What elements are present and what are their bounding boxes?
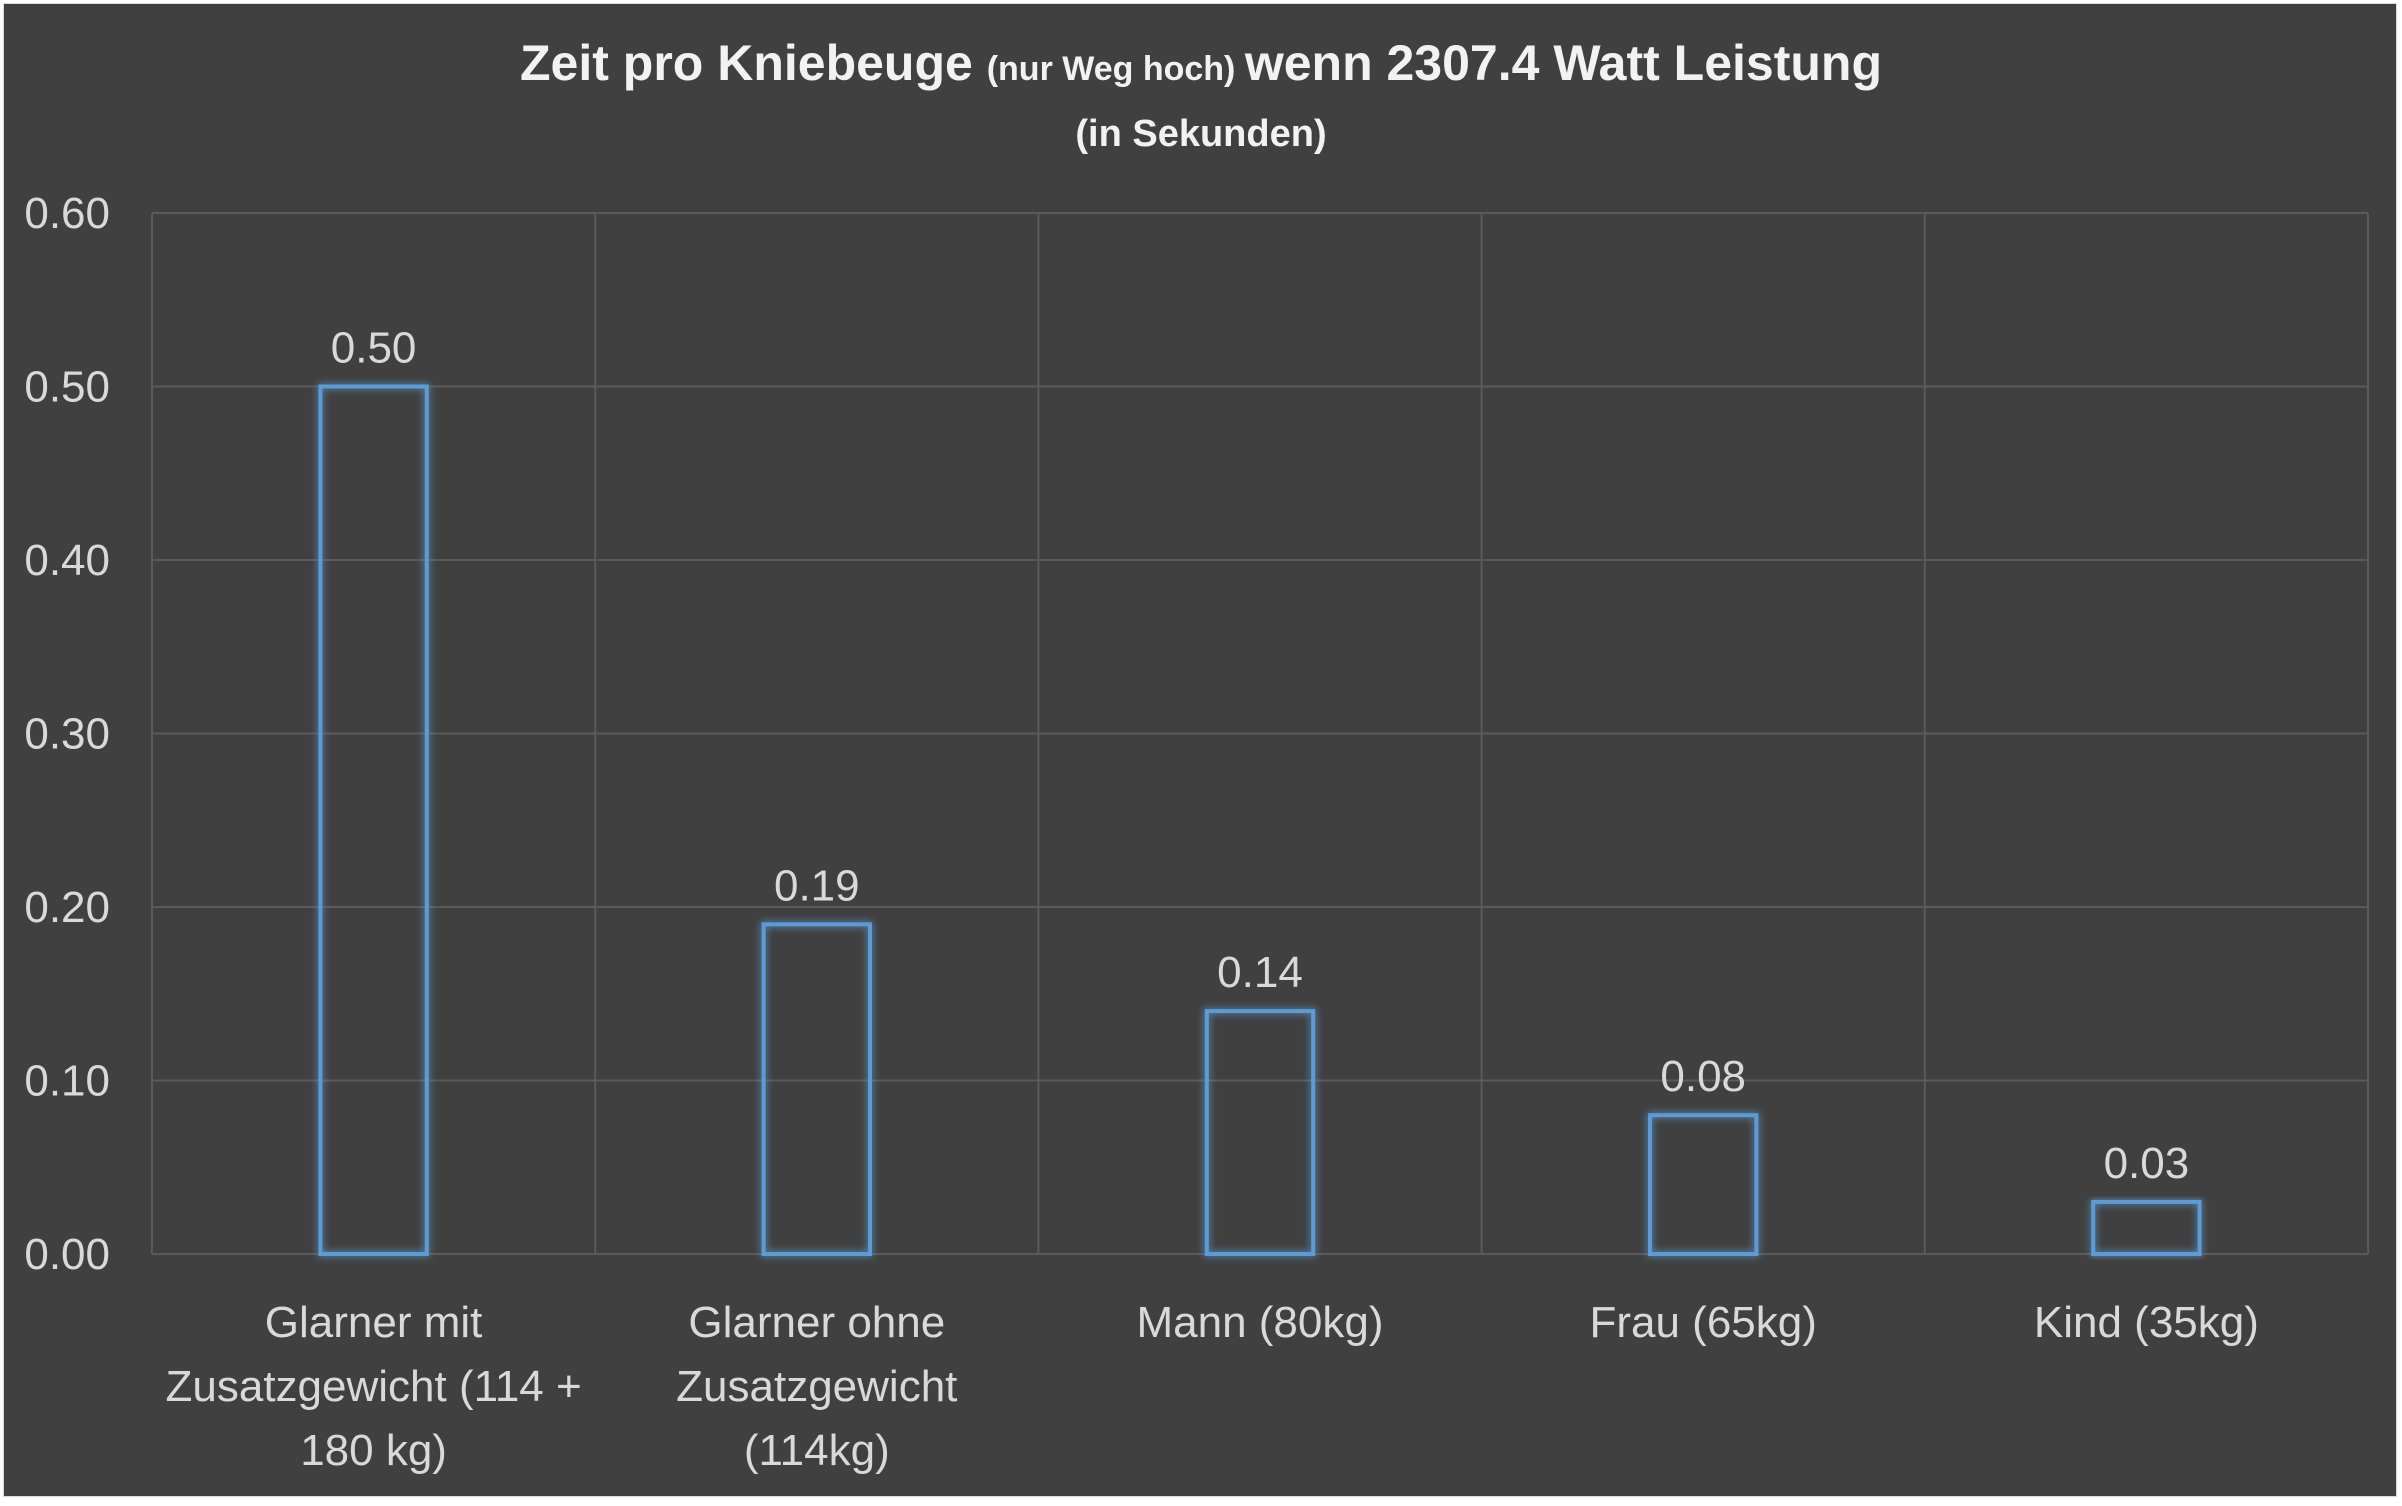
chart-title-part: Zeit pro Kniebeuge bbox=[520, 35, 987, 91]
chart-title: Zeit pro Kniebeuge (nur Weg hoch) wenn 2… bbox=[520, 35, 1882, 91]
data-label: 0.08 bbox=[1660, 1052, 1746, 1101]
x-category-label-line: Kind (35kg) bbox=[2034, 1298, 2259, 1347]
y-tick-label: 0.30 bbox=[24, 710, 110, 759]
y-tick-label: 0.10 bbox=[24, 1057, 110, 1106]
chart-area bbox=[3, 3, 2397, 1497]
y-tick-label: 0.40 bbox=[24, 536, 110, 585]
bar bbox=[761, 922, 872, 1256]
x-category-label: Glarner ohne Zusatzgewicht (114kg) bbox=[676, 1298, 957, 1475]
x-category-label-line: Zusatzgewicht bbox=[676, 1362, 957, 1411]
chart-subtitle: (in Sekunden) bbox=[1075, 113, 1326, 155]
bar bbox=[2091, 1199, 2202, 1256]
y-axis-tick-labels: 0.00 0.10 0.20 0.30 0.40 0.50 0.60 bbox=[24, 189, 110, 1279]
x-category-label: Mann (80kg) bbox=[1136, 1298, 1383, 1347]
y-tick-label: 0.20 bbox=[24, 883, 110, 932]
x-category-label-line: Glarner ohne bbox=[688, 1298, 945, 1347]
y-tick-label: 0.00 bbox=[24, 1230, 110, 1279]
y-tick-label: 0.50 bbox=[24, 363, 110, 412]
bars bbox=[318, 384, 2202, 1256]
data-label: 0.19 bbox=[774, 861, 860, 910]
chart-title-part: (nur Weg hoch) bbox=[987, 50, 1245, 88]
data-label: 0.50 bbox=[331, 324, 417, 373]
data-label: 0.03 bbox=[2104, 1139, 2190, 1188]
x-axis-category-labels: Glarner mit Zusatzgewicht (114 +180 kg)Gl… bbox=[166, 1298, 2259, 1475]
bar bbox=[1204, 1009, 1316, 1256]
chart-title-part: wenn 2307.4 Watt Leistung bbox=[1244, 35, 1882, 91]
data-label: 0.14 bbox=[1217, 948, 1303, 997]
x-category-label: Glarner mit Zusatzgewicht (114 + 180 kg) bbox=[166, 1298, 582, 1475]
bar bbox=[318, 384, 429, 1256]
y-tick-label: 0.60 bbox=[24, 189, 110, 238]
x-category-label: Frau (65kg) bbox=[1589, 1298, 1816, 1347]
x-category-label-line: 180 kg) bbox=[300, 1426, 447, 1475]
data-labels: 0.50 0.19 0.14 0.08 0.03 bbox=[331, 324, 2189, 1188]
x-category-label-line: (114kg) bbox=[744, 1426, 890, 1475]
x-category-label-line: Zusatzgewicht (114 + bbox=[166, 1362, 582, 1411]
x-category-label: Kind (35kg) bbox=[2034, 1298, 2259, 1347]
gridlines bbox=[151, 212, 2369, 1255]
x-category-label-line: Glarner mit bbox=[265, 1298, 483, 1347]
x-category-label-line: Frau (65kg) bbox=[1589, 1298, 1816, 1347]
x-category-label-line: Mann (80kg) bbox=[1136, 1298, 1383, 1347]
bar bbox=[1648, 1113, 1759, 1256]
